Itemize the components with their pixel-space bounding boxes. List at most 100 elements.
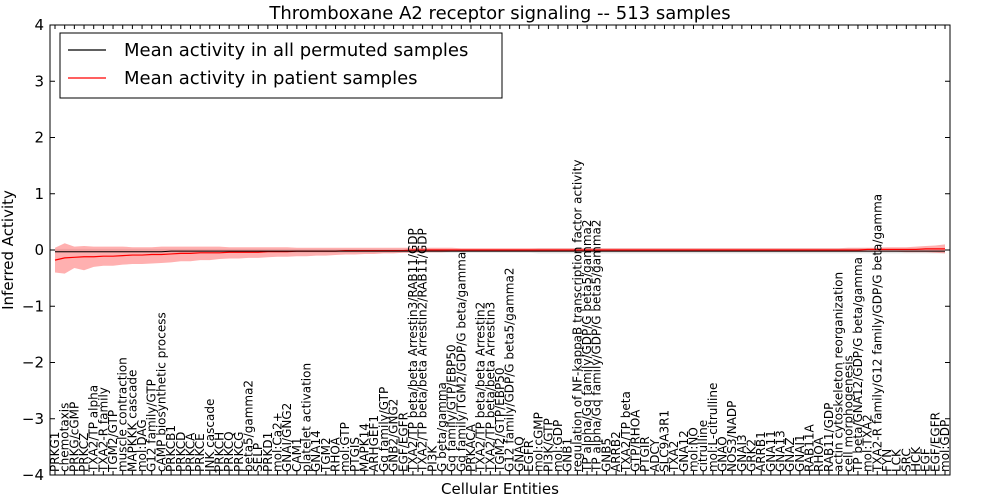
x-tick-label: RHOA — [812, 436, 826, 472]
x-tick-label: ARRB2 — [609, 431, 623, 472]
x-tick-label: TXA2 — [667, 441, 681, 473]
x-tick-label: GNB2/GNG2 — [387, 399, 401, 472]
legend: Mean activity in all permuted samples Me… — [59, 32, 503, 99]
y-tick-label: −1 — [22, 297, 44, 315]
x-tick-label: GNA13 — [774, 430, 788, 472]
x-tick-label: ARHGEF1 — [367, 415, 381, 472]
series-lines — [54, 248, 945, 261]
x-axis-label: Cellular Entities — [441, 480, 559, 498]
x-tick-label: mol:GDP — [551, 420, 565, 472]
x-tick-label: RHOA — [329, 436, 343, 472]
x-tick-label: GNB1 — [561, 438, 575, 472]
x-tick-label: GNAI3 — [735, 434, 749, 472]
x-tick-label: GNA12 — [677, 430, 691, 472]
x-tick-label: GNB5 — [599, 438, 613, 472]
x-tick-label: TP alpha/Gq family/GDP/G beta5/gamma2 — [580, 219, 594, 473]
x-tick-label: GNAI1 — [793, 434, 807, 472]
x-tick-label: TP beta/GNA12/GDP/G beta/gamma — [851, 257, 865, 473]
x-tick-label: MAPK14 — [358, 423, 372, 472]
y-axis-label: Inferred Activity — [0, 190, 17, 310]
chart-title: Thromboxane A2 receptor signaling -- 513… — [268, 3, 730, 24]
x-tick-label: muscle contraction — [116, 357, 130, 472]
x-tick-label: GNAI/GNG2 — [280, 403, 294, 472]
x-tick-label: mol:DAG — [135, 419, 149, 472]
x-tick-label: mol:TXA2 — [861, 414, 875, 472]
x-tick-label: TXA2-R family/G12 family/GDP/G beta/gamm… — [870, 194, 884, 473]
y-tick-label: 2 — [34, 129, 44, 147]
x-tick-label: FYN — [880, 449, 894, 472]
x-tick-label: actin cytoskeleton reorganization — [832, 272, 846, 472]
x-tick-label: RAB11A — [803, 423, 817, 472]
y-tick-label: −2 — [22, 354, 44, 372]
x-tick-label: PRKCH — [212, 432, 226, 472]
x-tick-label: EGF — [919, 448, 933, 472]
y-tick-label: −4 — [22, 466, 44, 484]
x-tick-label: NOS3/NADP — [725, 401, 739, 472]
x-tick-label: TXA2/TP beta/beta Arrestin2 — [474, 302, 488, 473]
x-tick-label: GNAO — [716, 436, 730, 472]
x-tick-label: PTGIS — [348, 437, 362, 472]
x-tick-label: TGM2/GTP/EBP50 — [493, 368, 507, 473]
y-tick-label: −3 — [22, 410, 44, 428]
x-tick-label: cAMP biosynthetic process — [154, 312, 168, 472]
x-tick-label: GNA14 — [309, 430, 323, 472]
x-tick-label: TP alpha/Gq family/GDP/G beta5/gamma2 — [590, 219, 604, 473]
x-tick-label: GRK2 — [745, 439, 759, 472]
x-tick-label: PRKG1 — [48, 432, 62, 472]
x-tick-label: RAB11/GDP — [822, 403, 836, 472]
x-tick-label: TGM2/GTP — [106, 410, 120, 473]
x-tick-label: TXA2/TP beta/beta Arrestin3 — [483, 302, 497, 473]
x-tick-label: EGF/EGFR — [928, 412, 942, 472]
x-tick-label: TXA2-R family — [96, 387, 110, 473]
legend-label-permuted: Mean activity in all permuted samples — [124, 40, 468, 61]
x-tick-label: GNAZ — [783, 437, 797, 472]
x-tick-label: cell morphogenesis — [841, 355, 855, 472]
x-tick-label: mol:cGMP — [532, 412, 546, 472]
x-tick-label: mol:Ca2+ — [271, 412, 285, 472]
x-tick-label: mol:GDP — [938, 420, 952, 472]
x-tick-label: ADCY — [648, 438, 662, 472]
x-tick-label: PRKCE — [193, 433, 207, 472]
x-tick-label: ARRB1 — [754, 431, 768, 472]
x-tick-label: CAM1 — [290, 437, 304, 472]
x-tick-label: TXA2/TP beta/beta Arrestin3/RAB11/GDP — [406, 228, 420, 473]
y-axis-ticks: −4 −3 −2 −1 0 1 2 3 4 — [22, 16, 950, 484]
y-tick-label: 3 — [34, 72, 44, 90]
series-line-permuted — [55, 250, 945, 253]
x-tick-label: PRKG/cGMP — [67, 402, 81, 472]
x-tick-label: PRKACA — [464, 423, 478, 472]
x-tick-label: SLC9A3R1 — [657, 410, 671, 472]
x-tick-label: platelet activation — [300, 363, 314, 472]
legend-box — [59, 32, 503, 99]
x-tick-label: PRKCB1 — [164, 425, 178, 472]
legend-label-patient: Mean activity in patient samples — [124, 68, 418, 89]
y-tick-label: 4 — [34, 16, 44, 34]
x-tick-label: PRKCD — [174, 432, 188, 472]
x-tick-label: TGM2 — [319, 437, 333, 473]
x-tick-label: JNK cascade — [203, 399, 217, 473]
x-tick-label: mol:GTP — [338, 422, 352, 472]
x-tick-label: GNAQ — [512, 436, 526, 472]
x-tick-label: TXA2/TP beta/beta Arrestin2/RAB11/GDP — [416, 228, 430, 473]
x-tick-label: beta5/gamma2 — [241, 380, 255, 472]
x-tick-label: G12 family/GTP — [145, 379, 159, 472]
plot-border — [49, 24, 951, 476]
x-tick-label: Gq family/GTP/EBP50 — [445, 344, 459, 472]
x-tick-label: PTGIR — [638, 436, 652, 472]
x-tick-label: Gq family/TGM2/GDP/G beta/gamma — [454, 252, 468, 472]
x-tick-label: SRC — [899, 448, 913, 472]
x-tick-label: Gq family/GTP — [377, 387, 391, 472]
x-tick-label: TXA2/TP alpha — [87, 385, 101, 473]
x-tick-label: PI3K/GTP — [541, 418, 555, 472]
x-tick-label: regulation of NF-kappaB transcription fa… — [570, 160, 584, 472]
y-tick-label: 1 — [34, 185, 44, 203]
x-tick-label: citrulline — [696, 420, 710, 472]
x-tick-label: HCK — [909, 446, 923, 472]
x-tick-label: EGFR — [522, 440, 536, 472]
x-tick-label: GTP/RHOA — [628, 409, 642, 472]
x-tick-label: G beta/gamma — [435, 382, 449, 472]
x-tick-label: chemotaxis — [58, 403, 72, 472]
x-tick-label: PI3K — [425, 445, 439, 472]
